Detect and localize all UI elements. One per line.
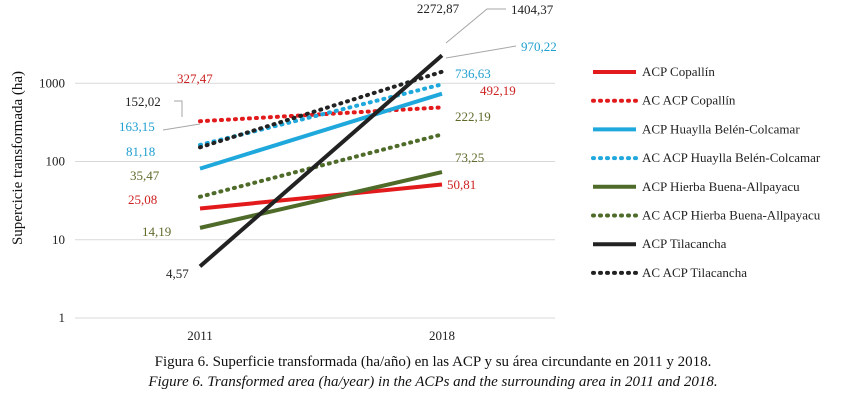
data-label: 25,08 — [128, 192, 157, 207]
series-line — [199, 170, 443, 230]
data-label: 163,15 — [119, 119, 155, 134]
legend-label: AC ACP Tilacancha — [642, 265, 747, 280]
data-label: 736,63 — [455, 66, 491, 81]
y-axis: 1 10 100 1000 — [39, 75, 65, 325]
series-line — [199, 91, 443, 171]
label-leader-line — [445, 8, 506, 44]
y-tick-label: 1 — [59, 310, 66, 325]
label-leader-line — [174, 100, 183, 117]
chart-grid — [75, 82, 555, 319]
legend: ACP Copallín AC ACP Copallín ACP Huaylla B… — [591, 64, 821, 280]
label-leader-line — [445, 45, 517, 59]
series-line — [198, 132, 444, 199]
legend-label: ACP Tilacancha — [642, 236, 727, 251]
data-label: 222,19 — [455, 109, 491, 124]
data-label: 327,47 — [177, 71, 213, 86]
legend-label: AC ACP Hierba Buena-Allpayacu — [642, 208, 821, 223]
data-label: 81,18 — [126, 144, 155, 159]
data-label: 970,22 — [521, 39, 557, 54]
series-lines — [198, 53, 444, 268]
y-tick-label: 100 — [46, 154, 66, 169]
data-label: 492,19 — [480, 83, 516, 98]
y-tick-label: 1000 — [39, 75, 65, 90]
x-axis: 2011 2018 — [187, 328, 455, 343]
data-label: 50,81 — [447, 177, 476, 192]
y-tick-label: 10 — [52, 232, 65, 247]
series-line — [198, 82, 444, 147]
y-axis-label: Supercicie transformada (ha) — [10, 71, 26, 245]
series-line — [199, 182, 443, 211]
data-label: 1404,37 — [511, 2, 554, 17]
data-labels: 25,08 50,81 327,47 492,19 81,18 736,63 163,15 9… — [119, 1, 557, 281]
data-label: 152,02 — [125, 94, 161, 109]
x-tick-label: 2018 — [429, 328, 455, 343]
legend-label: ACP Hierba Buena-Allpayacu — [642, 179, 800, 194]
label-leader-line — [162, 123, 201, 131]
legend-label: AC ACP Huaylla Belén-Colcamar — [642, 150, 821, 165]
series-line — [198, 53, 444, 268]
data-label: 2272,87 — [417, 1, 460, 16]
line-chart: 1 10 100 1000 2011 2018 25,08 50,81 327,47 492,… — [10, 1, 821, 343]
series-line — [198, 69, 444, 150]
caption-english: Figure 6. Transformed area (ha/year) in … — [148, 374, 718, 390]
data-label: 73,25 — [455, 150, 484, 165]
legend-label: ACP Copallín — [642, 64, 715, 79]
legend-label: ACP Huaylla Belén-Colcamar — [642, 121, 800, 136]
data-label: 35,47 — [130, 168, 160, 183]
data-label: 14,19 — [142, 224, 171, 239]
legend-label: AC ACP Copallín — [642, 93, 736, 108]
x-tick-label: 2011 — [187, 328, 213, 343]
caption-spanish: Figura 6. Superficie transformada (ha/añ… — [154, 354, 712, 370]
label-leader-lines — [162, 8, 517, 131]
data-label: 4,57 — [166, 266, 189, 281]
